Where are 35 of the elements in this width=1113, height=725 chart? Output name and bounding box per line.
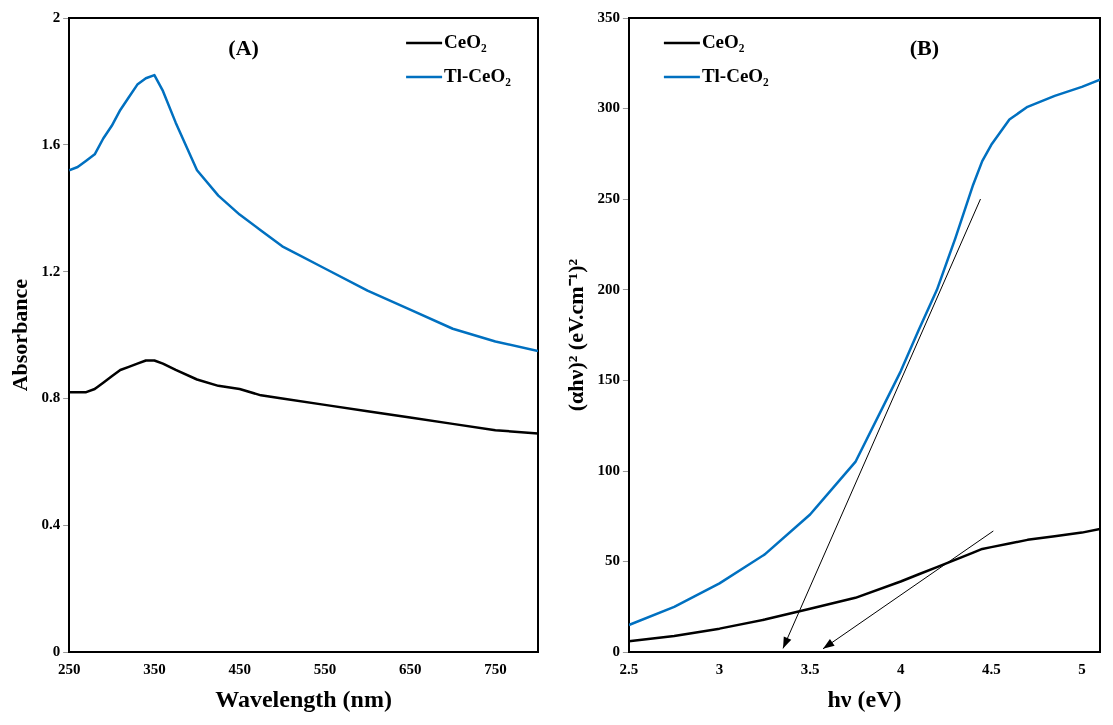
y-tick-label: 300 xyxy=(597,99,620,116)
text: (A) xyxy=(228,34,259,60)
y-tick-label: 0 xyxy=(52,643,61,660)
x-tick-label: 650 xyxy=(398,661,422,678)
y-tick-label: 1.2 xyxy=(41,262,61,279)
x-tick-label: 4.5 xyxy=(981,661,1001,678)
x-tick-label: 550 xyxy=(313,661,337,678)
y-tick-label: 2 xyxy=(52,8,61,25)
y-tick-label: 50 xyxy=(604,552,620,569)
y-tick-label: 1.6 xyxy=(41,135,61,152)
legend-label: CeO₂ xyxy=(444,30,488,52)
y-tick-label: 100 xyxy=(597,461,620,478)
x-tick-label: 750 xyxy=(484,661,507,678)
y-tick-label: 350 xyxy=(597,8,620,25)
y-axis-title: (αhν)² (eV.cm⁻¹)² xyxy=(562,258,588,412)
y-axis-title: Absorbance xyxy=(6,278,32,392)
legend-label: Tl-CeO₂ xyxy=(701,64,770,86)
y-tick-label: 0.4 xyxy=(41,516,61,533)
text: (B) xyxy=(909,34,940,60)
y-tick-label: 0.8 xyxy=(41,389,61,406)
x-tick-label: 3 xyxy=(715,661,724,678)
y-tick-label: 0 xyxy=(612,643,620,660)
x-tick-label: 3.5 xyxy=(800,661,820,678)
x-axis-title: hν (eV) xyxy=(827,685,902,712)
legend-label: CeO₂ xyxy=(701,30,745,52)
x-axis-title: Wavelength (nm) xyxy=(215,685,392,712)
x-tick-label: 5 xyxy=(1078,661,1086,678)
x-tick-label: 450 xyxy=(228,661,251,678)
y-tick-label: 150 xyxy=(597,371,620,388)
x-tick-label: 350 xyxy=(143,661,166,678)
legend-label: Tl-CeO₂ xyxy=(444,64,512,86)
y-tick-label: 250 xyxy=(597,190,620,207)
x-tick-label: 4 xyxy=(896,661,905,678)
x-tick-label: 2.5 xyxy=(619,661,639,678)
y-tick-label: 200 xyxy=(597,280,620,297)
